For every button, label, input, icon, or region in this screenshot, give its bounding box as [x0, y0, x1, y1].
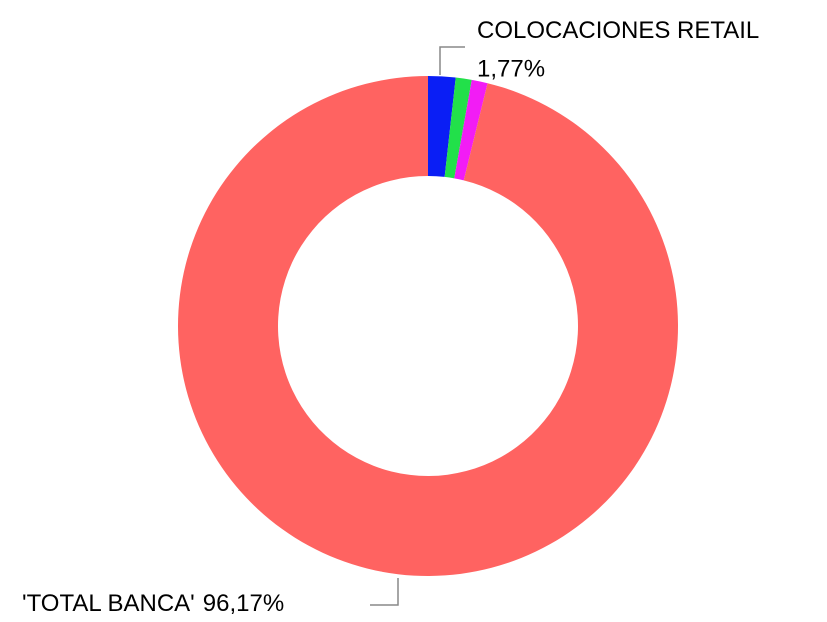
donut-segment — [444, 77, 472, 179]
leader-line — [370, 578, 399, 606]
value-label: 1,77% — [477, 55, 545, 82]
category-label: 'TOTAL BANCA' — [22, 590, 195, 617]
category-label: COLOCACIONES RETAIL — [477, 17, 759, 44]
donut-segment — [428, 76, 456, 177]
data-label: COLOCACIONES RETAIL — [477, 17, 759, 44]
value-label: 96,17% — [203, 590, 284, 617]
donut-segment — [177, 76, 678, 576]
leader-line — [439, 46, 465, 75]
donut-segment — [454, 79, 488, 181]
data-label: 'TOTAL BANCA' 96,17% — [22, 590, 284, 617]
